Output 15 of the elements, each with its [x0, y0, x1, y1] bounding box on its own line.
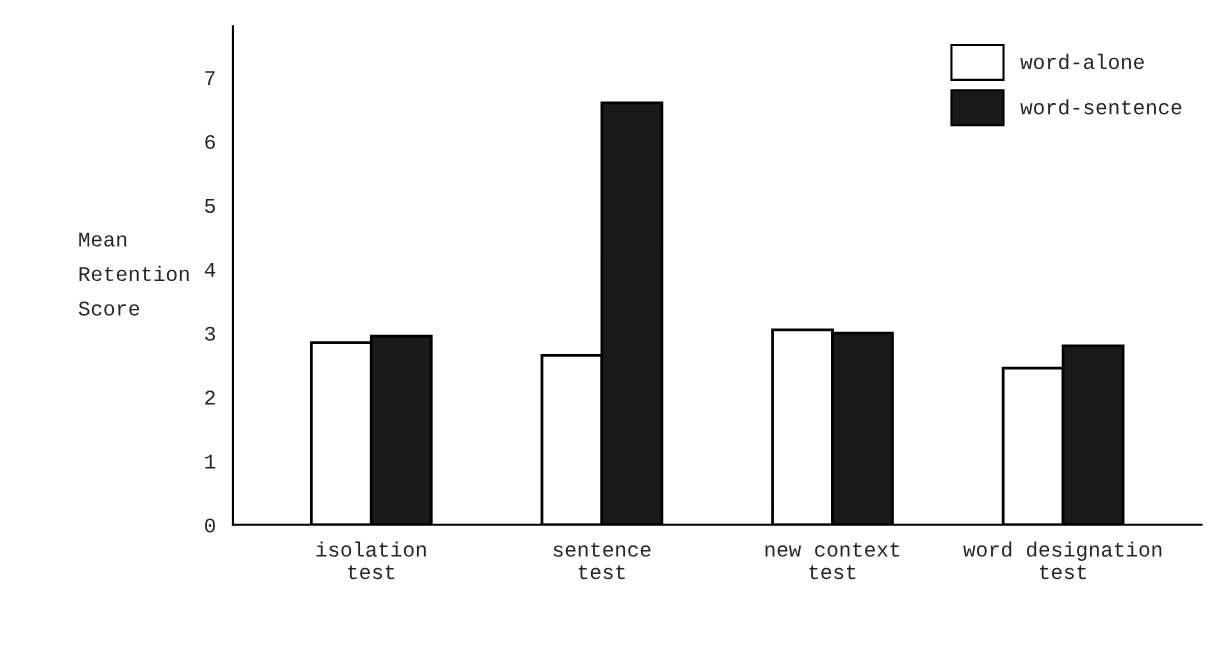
y-tick-label: 0: [205, 518, 215, 533]
legend-label: word-alone: [1020, 53, 1144, 70]
x-tick-label: isolation test: [316, 541, 426, 580]
y-tick-label: 1: [205, 454, 216, 469]
x-tick-label: word designation test: [963, 541, 1162, 580]
y-tick-label: 6: [205, 134, 215, 150]
x-tick-label: new context test: [765, 542, 900, 580]
y-tick-label: 4: [204, 262, 216, 277]
y-tick-label: 3: [205, 326, 215, 341]
y-tick-label: 5: [205, 199, 215, 213]
y-tick-label: 7: [205, 71, 215, 85]
y-axis-title: Mean Retention Score: [78, 232, 189, 316]
legend-label: word-sentence: [1020, 99, 1182, 115]
x-tick-label: sentence test: [553, 542, 651, 580]
y-tick-label: 2: [205, 390, 215, 405]
